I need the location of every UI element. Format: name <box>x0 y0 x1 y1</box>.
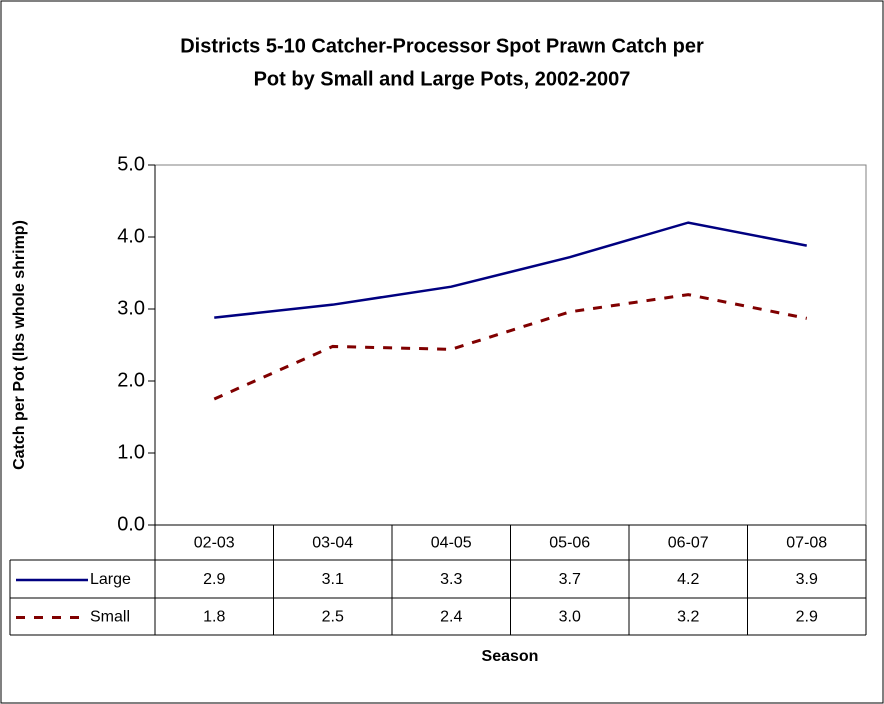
x-tick-label: 02-03 <box>194 535 235 552</box>
data-line <box>213 293 808 401</box>
x-tick-label: 07-08 <box>786 535 827 552</box>
legend-label: Large <box>90 571 131 588</box>
data-label: 3.3 <box>440 571 462 588</box>
x-tick-label: 05-06 <box>549 535 590 552</box>
data-label: 3.0 <box>559 609 581 626</box>
y-tick-label: 5.0 <box>117 153 145 175</box>
data-label: 3.9 <box>796 571 818 588</box>
x-axis-title: Season <box>482 648 539 665</box>
y-axis-title: Catch per Pot (lbs whole shrimp) <box>11 220 28 470</box>
data-label: 3.7 <box>559 571 581 588</box>
x-tick-label: 04-05 <box>431 535 472 552</box>
y-tick-label: 1.0 <box>117 441 145 463</box>
data-label: 3.2 <box>677 609 699 626</box>
y-tick-label: 4.0 <box>117 225 145 247</box>
data-label: 2.4 <box>440 609 462 626</box>
y-tick-label: 2.0 <box>117 369 145 391</box>
chart-title: Districts 5-10 Catcher-Processor Spot Pr… <box>180 35 704 57</box>
data-label: 3.1 <box>322 571 344 588</box>
legend-label: Small <box>90 609 130 626</box>
x-tick-label: 03-04 <box>312 535 353 552</box>
data-label: 2.5 <box>322 609 344 626</box>
chart-title: Pot by Small and Large Pots, 2002-2007 <box>254 68 631 90</box>
data-label: 4.2 <box>677 571 699 588</box>
y-tick-label: 0.0 <box>117 513 145 535</box>
data-label: 2.9 <box>203 571 225 588</box>
data-label: 2.9 <box>796 609 818 626</box>
data-label: 1.8 <box>203 609 225 626</box>
y-tick-label: 3.0 <box>117 297 145 319</box>
x-tick-label: 06-07 <box>668 535 709 552</box>
data-line <box>214 221 807 319</box>
